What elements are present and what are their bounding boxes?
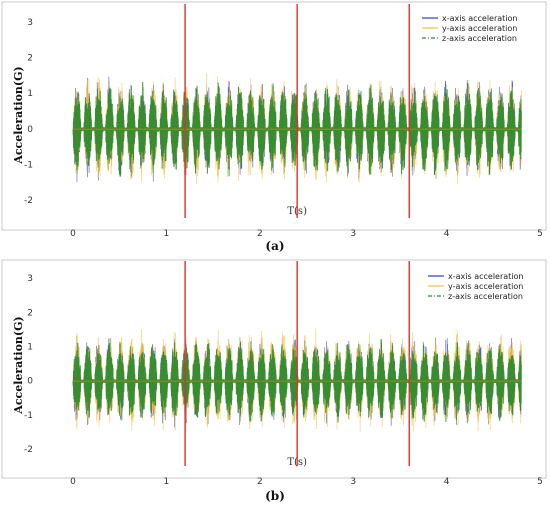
panel-b: Acceleration(G) -2 -1 0 1 2 3 0 1 2 3 4 … <box>1 259 547 503</box>
panel-a-frame <box>1 1 547 231</box>
panel-a-xtick: 0 <box>70 229 76 239</box>
panel-b-vlines <box>184 261 410 466</box>
panel-a-xtick: 1 <box>164 229 170 239</box>
panel-b-xtick: 0 <box>70 477 76 487</box>
panel-a-vlines <box>184 4 410 218</box>
panel-b-xtick: 3 <box>350 477 356 487</box>
panel-a-ytick: 3 <box>27 18 33 28</box>
panel-a-xticks: 0 1 2 3 4 5 <box>70 229 543 239</box>
panel-b-ytick: -1 <box>24 411 33 421</box>
panel-b-ytick: 1 <box>27 343 33 353</box>
panel-b-ytick: 0 <box>27 377 33 387</box>
panel-b-ytick: -2 <box>24 445 33 455</box>
legend-label-x: x-axis acceleration <box>442 14 517 23</box>
panel-b-frame <box>1 259 547 479</box>
panel-b-ylabel: Acceleration(G) <box>12 316 25 414</box>
panel-b-caption: (b) <box>265 489 285 503</box>
panel-b-legend: x-axis acceleration y-axis acceleration … <box>428 272 523 301</box>
panel-a-yticks: -2 -1 0 1 2 3 <box>24 18 33 206</box>
panel-a-xtick: 4 <box>444 229 450 239</box>
legend-label-z: z-axis acceleration <box>442 34 517 43</box>
panel-a-ytick: -1 <box>24 160 33 170</box>
legend-label-y: y-axis acceleration <box>442 24 517 33</box>
panel-a-ylabel: Acceleration(G) <box>12 66 25 164</box>
panel-a-legend: x-axis acceleration y-axis acceleration … <box>422 14 517 43</box>
panel-a-caption: (a) <box>265 239 284 253</box>
panel-a-ytick: 1 <box>27 89 33 99</box>
panel-a-xlabel: T(s) <box>287 206 307 217</box>
panel-b-yticks: -2 -1 0 1 2 3 <box>24 274 33 455</box>
panel-a-ytick: 2 <box>27 53 33 63</box>
panel-a-xtick: 2 <box>257 229 263 239</box>
panel-a: Acceleration(G) -2 -1 0 1 2 3 0 1 2 3 4 … <box>1 1 547 253</box>
panel-a-xtick: 5 <box>537 229 543 239</box>
panel-b-xtick: 4 <box>444 477 450 487</box>
panel-b-ytick: 3 <box>27 274 33 284</box>
panel-b-ytick: 2 <box>27 308 33 318</box>
panel-a-xtick: 3 <box>350 229 356 239</box>
panel-b-xtick: 2 <box>257 477 263 487</box>
legend-label-y: y-axis acceleration <box>448 282 523 291</box>
panel-b-xtick: 5 <box>537 477 543 487</box>
panel-b-xlabel: T(s) <box>287 457 307 468</box>
legend-label-x: x-axis acceleration <box>448 272 523 281</box>
panel-a-ytick: -2 <box>24 196 33 206</box>
legend-label-z: z-axis acceleration <box>448 292 523 301</box>
panel-b-xtick: 1 <box>164 477 170 487</box>
panel-a-ytick: 0 <box>27 125 33 135</box>
panel-b-xticks: 0 1 2 3 4 5 <box>70 477 543 487</box>
